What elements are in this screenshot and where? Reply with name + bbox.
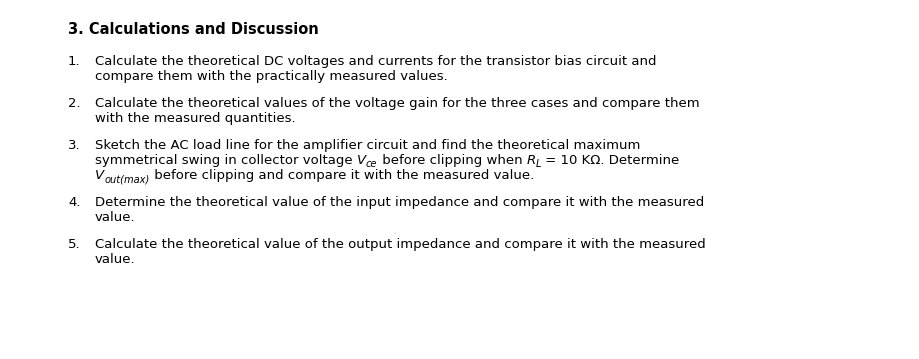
Text: compare them with the practically measured values.: compare them with the practically measur… bbox=[95, 70, 448, 83]
Text: Calculate the theoretical DC voltages and currents for the transistor bias circu: Calculate the theoretical DC voltages an… bbox=[95, 55, 656, 68]
Text: 2.: 2. bbox=[68, 97, 81, 110]
Text: before clipping and compare it with the measured value.: before clipping and compare it with the … bbox=[150, 169, 534, 182]
Text: V: V bbox=[357, 154, 366, 167]
Text: symmetrical swing in collector voltage: symmetrical swing in collector voltage bbox=[95, 154, 357, 167]
Text: V: V bbox=[95, 169, 104, 182]
Text: 4.: 4. bbox=[68, 196, 81, 209]
Text: Calculate the theoretical values of the voltage gain for the three cases and com: Calculate the theoretical values of the … bbox=[95, 97, 699, 110]
Text: 5.: 5. bbox=[68, 238, 81, 251]
Text: before clipping when: before clipping when bbox=[378, 154, 527, 167]
Text: 1.: 1. bbox=[68, 55, 81, 68]
Text: value.: value. bbox=[95, 253, 136, 266]
Text: Sketch the AC load line for the amplifier circuit and find the theoretical maxim: Sketch the AC load line for the amplifie… bbox=[95, 139, 641, 152]
Text: = 10 KΩ. Determine: = 10 KΩ. Determine bbox=[541, 154, 679, 167]
Text: R: R bbox=[527, 154, 536, 167]
Text: Determine the theoretical value of the input impedance and compare it with the m: Determine the theoretical value of the i… bbox=[95, 196, 704, 209]
Text: out(max): out(max) bbox=[104, 174, 150, 185]
Text: ce: ce bbox=[366, 159, 378, 169]
Text: with the measured quantities.: with the measured quantities. bbox=[95, 112, 296, 125]
Text: value.: value. bbox=[95, 211, 136, 224]
Text: 3.: 3. bbox=[68, 139, 81, 152]
Text: L: L bbox=[536, 159, 541, 169]
Text: 3. Calculations and Discussion: 3. Calculations and Discussion bbox=[68, 22, 319, 37]
Text: Calculate the theoretical value of the output impedance and compare it with the : Calculate the theoretical value of the o… bbox=[95, 238, 706, 251]
